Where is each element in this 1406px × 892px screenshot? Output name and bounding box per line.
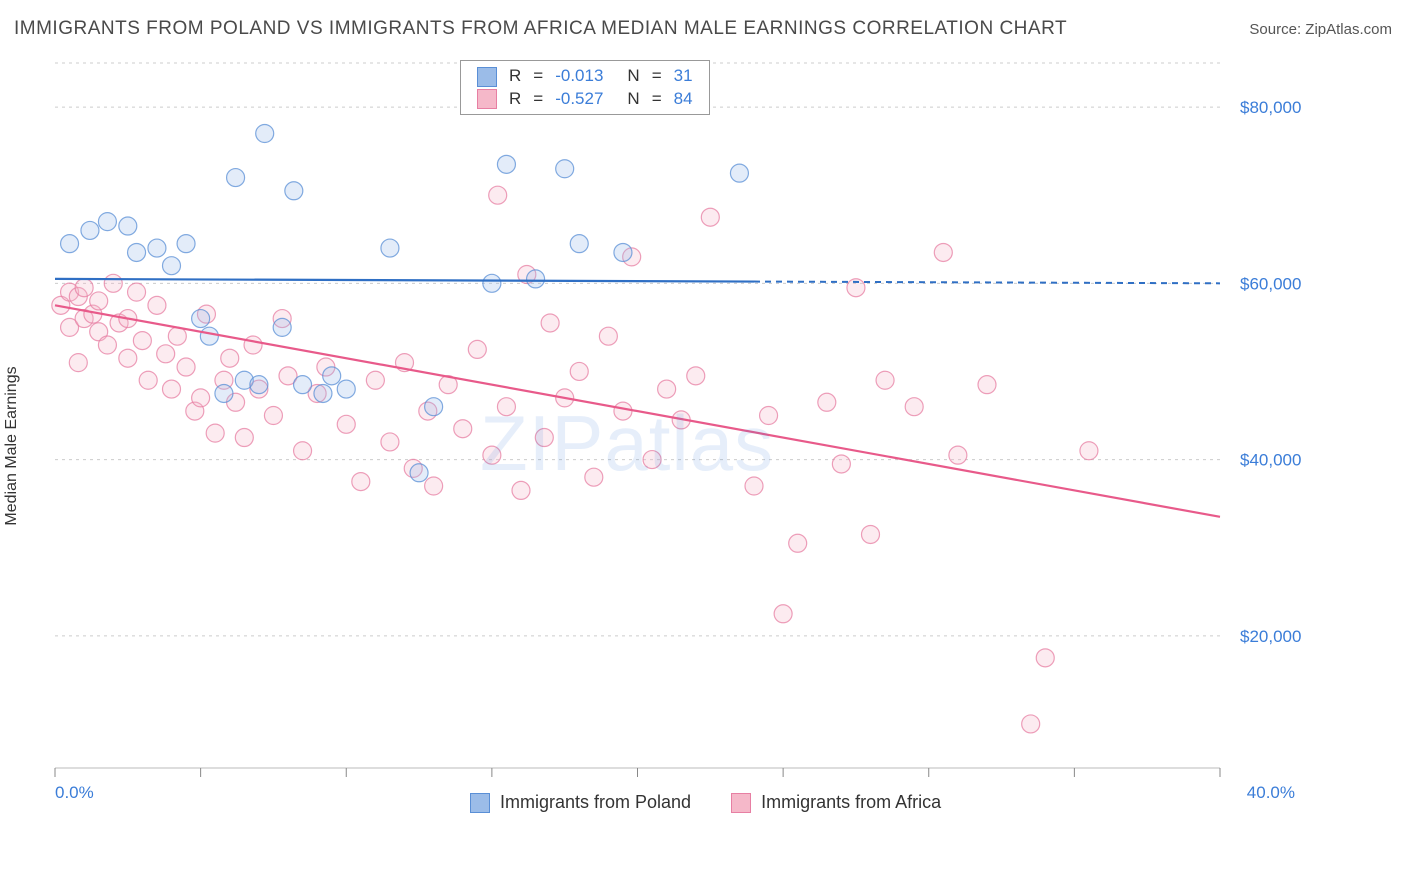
svg-text:$20,000: $20,000 xyxy=(1240,627,1301,646)
series-legend: Immigrants from Poland Immigrants from Af… xyxy=(470,792,941,813)
legend-item: Immigrants from Poland xyxy=(470,792,691,813)
correlation-legend: R = -0.013N = 31R = -0.527N = 84 xyxy=(460,60,710,115)
y-axis-label: Median Male Earnings xyxy=(3,366,21,525)
chart-title: IMMIGRANTS FROM POLAND VS IMMIGRANTS FRO… xyxy=(14,18,1067,40)
chart-plot: $20,000$40,000$60,000$80,0000.0%40.0% ZI… xyxy=(50,58,1310,818)
svg-text:0.0%: 0.0% xyxy=(55,783,94,802)
svg-text:$80,000: $80,000 xyxy=(1240,98,1301,117)
chart-svg: $20,000 $40,000 $60,000 $80,000 0.0% 40.0% xyxy=(50,58,1310,818)
svg-text:$40,000: $40,000 xyxy=(1240,451,1301,470)
svg-text:40.0%: 40.0% xyxy=(1247,783,1295,802)
legend-item: Immigrants from Africa xyxy=(731,792,941,813)
svg-text:$60,000: $60,000 xyxy=(1240,274,1301,293)
source-attribution: Source: ZipAtlas.com xyxy=(1249,21,1392,38)
